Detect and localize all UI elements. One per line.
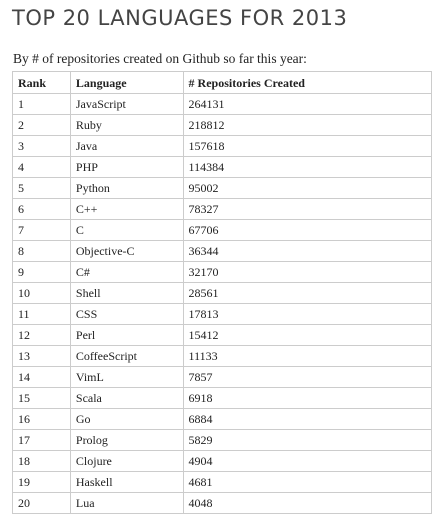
rank-cell: 9 [12, 261, 71, 283]
table-row: 16 Go 6884 [12, 408, 433, 430]
table-row: 8 Objective-C 36344 [12, 240, 433, 262]
rank-cell: 7 [12, 219, 71, 241]
rank-cell: 13 [12, 345, 71, 367]
table-row: 12 Perl 15412 [12, 324, 433, 346]
table-row: 13 CoffeeScript 11133 [12, 345, 433, 367]
repositories-cell: 11133 [182, 345, 433, 367]
rank-cell: 16 [12, 408, 71, 430]
repositories-cell: 264131 [182, 93, 433, 115]
rank-cell: 11 [12, 303, 71, 325]
repositories-cell: 78327 [182, 198, 433, 220]
repositories-cell: 4904 [182, 450, 433, 472]
language-cell: Python [69, 177, 184, 199]
repositories-cell: 17813 [182, 303, 433, 325]
rank-cell: 12 [12, 324, 71, 346]
language-cell: Ruby [69, 114, 184, 136]
language-cell: C# [69, 261, 184, 283]
language-cell: Java [69, 135, 184, 157]
table-body: 1 JavaScript 264131 2 Ruby 218812 3 Java 157618 4… [12, 93, 433, 514]
header-language: Language [69, 71, 184, 94]
rank-cell: 10 [12, 282, 71, 304]
table-header-row: Rank Language # Repositories Created [12, 71, 433, 94]
repositories-cell: 218812 [182, 114, 433, 136]
language-cell: Perl [69, 324, 184, 346]
language-cell: VimL [69, 366, 184, 388]
table-row: 10 Shell 28561 [12, 282, 433, 304]
table-row: 4 PHP 114384 [12, 156, 433, 178]
rank-cell: 20 [12, 492, 71, 514]
rank-cell: 17 [12, 429, 71, 451]
table-row: 11 CSS 17813 [12, 303, 433, 325]
language-cell: CoffeeScript [69, 345, 184, 367]
rank-cell: 5 [12, 177, 71, 199]
table-row: 19 Haskell 4681 [12, 471, 433, 493]
table-caption: By # of repositories created on Github s… [13, 51, 307, 66]
table-row: 17 Prolog 5829 [12, 429, 433, 451]
repositories-cell: 6918 [182, 387, 433, 409]
rank-cell: 6 [12, 198, 71, 220]
table-row: 7 C 67706 [12, 219, 433, 241]
language-cell: Haskell [69, 471, 184, 493]
table-row: 18 Clojure 4904 [12, 450, 433, 472]
table-row: 9 C# 32170 [12, 261, 433, 283]
repositories-cell: 67706 [182, 219, 433, 241]
language-cell: Shell [69, 282, 184, 304]
rank-cell: 19 [12, 471, 71, 493]
header-rank: Rank [12, 71, 71, 94]
language-cell: Objective-C [69, 240, 184, 262]
repositories-cell: 28561 [182, 282, 433, 304]
repositories-cell: 4048 [182, 492, 433, 514]
language-cell: Go [69, 408, 184, 430]
repositories-cell: 95002 [182, 177, 433, 199]
language-cell: CSS [69, 303, 184, 325]
repositories-cell: 15412 [182, 324, 433, 346]
rank-cell: 2 [12, 114, 71, 136]
table-row: 15 Scala 6918 [12, 387, 433, 409]
languages-table: Rank Language # Repositories Created 1 Ja… [12, 71, 433, 514]
repositories-cell: 5829 [182, 429, 433, 451]
language-cell: Scala [69, 387, 184, 409]
language-cell: PHP [69, 156, 184, 178]
language-cell: C [69, 219, 184, 241]
repositories-cell: 114384 [182, 156, 433, 178]
rank-cell: 8 [12, 240, 71, 262]
rank-cell: 3 [12, 135, 71, 157]
language-cell: JavaScript [69, 93, 184, 115]
rank-cell: 4 [12, 156, 71, 178]
repositories-cell: 36344 [182, 240, 433, 262]
table-row: 5 Python 95002 [12, 177, 433, 199]
rank-cell: 1 [12, 93, 71, 115]
repositories-cell: 4681 [182, 471, 433, 493]
rank-cell: 18 [12, 450, 71, 472]
language-cell: C++ [69, 198, 184, 220]
table-row: 2 Ruby 218812 [12, 114, 433, 136]
header-repositories: # Repositories Created [182, 71, 433, 94]
language-cell: Clojure [69, 450, 184, 472]
table-row: 20 Lua 4048 [12, 492, 433, 514]
language-cell: Prolog [69, 429, 184, 451]
repositories-cell: 32170 [182, 261, 433, 283]
language-cell: Lua [69, 492, 184, 514]
rank-cell: 15 [12, 387, 71, 409]
table-row: 1 JavaScript 264131 [12, 93, 433, 115]
rank-cell: 14 [12, 366, 71, 388]
table-row: 6 C++ 78327 [12, 198, 433, 220]
table-row: 3 Java 157618 [12, 135, 433, 157]
repositories-cell: 7857 [182, 366, 433, 388]
page-title: TOP 20 LANGUAGES FOR 2013 [12, 6, 348, 30]
table-row: 14 VimL 7857 [12, 366, 433, 388]
repositories-cell: 6884 [182, 408, 433, 430]
repositories-cell: 157618 [182, 135, 433, 157]
